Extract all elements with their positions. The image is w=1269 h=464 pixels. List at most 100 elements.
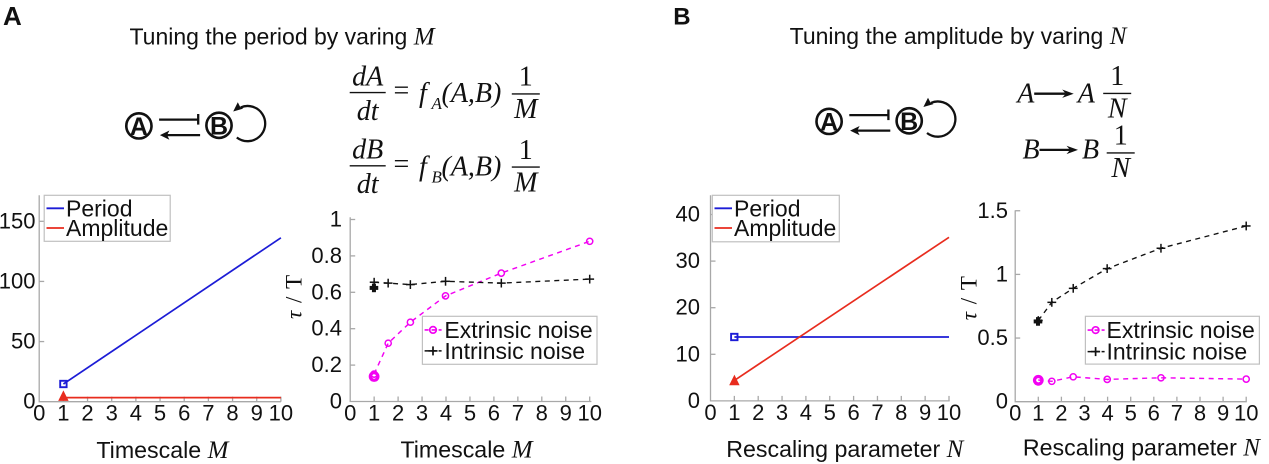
- svg-text:2: 2: [81, 401, 93, 426]
- svg-text:3: 3: [416, 401, 428, 426]
- svg-text:1: 1: [330, 207, 342, 232]
- svg-text:=: =: [394, 149, 410, 180]
- svg-text:1: 1: [368, 401, 380, 426]
- svg-text:9: 9: [919, 400, 931, 425]
- svg-text:dt: dt: [357, 169, 380, 200]
- svg-text:20: 20: [676, 295, 700, 320]
- svg-text:8: 8: [226, 401, 238, 426]
- svg-text:N: N: [1107, 94, 1128, 125]
- svg-text:40: 40: [676, 202, 700, 227]
- svg-text:1: 1: [519, 135, 533, 166]
- svg-text:Tuning the amplitude by varing: Tuning the amplitude by varing N: [790, 23, 1128, 50]
- svg-text:0: 0: [688, 388, 700, 413]
- svg-text:9: 9: [1217, 401, 1229, 426]
- svg-text:3: 3: [1078, 401, 1090, 426]
- svg-text:1: 1: [519, 62, 533, 93]
- svg-text:B: B: [673, 4, 690, 31]
- svg-text:100: 100: [0, 268, 36, 293]
- svg-text:0: 0: [330, 389, 342, 414]
- svg-text:50: 50: [11, 329, 35, 354]
- svg-text:0: 0: [996, 389, 1008, 414]
- svg-text:10: 10: [937, 400, 961, 425]
- svg-text:10: 10: [1234, 401, 1258, 426]
- svg-text:1: 1: [1110, 61, 1124, 92]
- svg-text:0.4: 0.4: [311, 316, 342, 341]
- svg-text:2: 2: [392, 401, 404, 426]
- svg-text:A: A: [431, 94, 443, 113]
- svg-text:f: f: [419, 151, 430, 182]
- svg-text:0: 0: [1009, 401, 1021, 426]
- svg-text:30: 30: [676, 248, 700, 273]
- svg-text:7: 7: [1171, 401, 1183, 426]
- svg-text:0.5: 0.5: [977, 325, 1008, 350]
- svg-text:0: 0: [23, 389, 35, 414]
- svg-text:7: 7: [202, 401, 214, 426]
- svg-text:(A,B): (A,B): [442, 151, 502, 182]
- svg-text:A: A: [820, 108, 838, 136]
- svg-text:0.2: 0.2: [311, 352, 342, 377]
- svg-text:A: A: [130, 113, 148, 141]
- svg-text:1: 1: [57, 401, 69, 426]
- svg-text:f: f: [419, 78, 430, 109]
- svg-text:8: 8: [536, 401, 548, 426]
- svg-text:N: N: [1110, 153, 1131, 184]
- svg-text:0: 0: [33, 401, 45, 426]
- svg-text:0.8: 0.8: [311, 243, 342, 268]
- svg-text:4: 4: [1101, 401, 1113, 426]
- svg-text:A: A: [3, 1, 22, 31]
- svg-text:Timescale M: Timescale M: [96, 437, 229, 464]
- svg-text:Extrinsic noise: Extrinsic noise: [444, 317, 592, 343]
- svg-text:10: 10: [577, 401, 601, 426]
- svg-text:6: 6: [847, 400, 859, 425]
- svg-text:3: 3: [776, 400, 788, 425]
- svg-text:10: 10: [269, 401, 293, 426]
- svg-text:5: 5: [824, 400, 836, 425]
- svg-text:0.6: 0.6: [311, 279, 342, 304]
- svg-text:150: 150: [0, 208, 36, 233]
- svg-text:0: 0: [704, 400, 716, 425]
- svg-text:7: 7: [871, 400, 883, 425]
- svg-text:B: B: [1082, 135, 1099, 166]
- svg-text:10: 10: [676, 341, 700, 366]
- svg-text:4: 4: [130, 401, 142, 426]
- svg-text:A: A: [1015, 78, 1035, 109]
- svg-text:B: B: [1023, 135, 1040, 166]
- svg-text:dA: dA: [352, 61, 384, 92]
- svg-text:M: M: [513, 94, 539, 125]
- svg-text:Timescale M: Timescale M: [400, 436, 533, 463]
- svg-text:6: 6: [488, 401, 500, 426]
- svg-text:Period: Period: [734, 195, 800, 221]
- svg-text:dB: dB: [352, 135, 383, 166]
- svg-text:7: 7: [512, 401, 524, 426]
- svg-text:Intrinsic noise: Intrinsic noise: [1107, 339, 1248, 365]
- svg-text:Rescaling parameter N: Rescaling parameter N: [726, 436, 964, 463]
- svg-text:=: =: [394, 76, 410, 107]
- svg-text:9: 9: [251, 401, 263, 426]
- svg-text:0: 0: [344, 401, 356, 426]
- svg-text:8: 8: [895, 400, 907, 425]
- svg-text:4: 4: [440, 401, 452, 426]
- svg-text:5: 5: [1125, 401, 1137, 426]
- svg-text:dt: dt: [357, 96, 380, 127]
- svg-text:4: 4: [800, 400, 812, 425]
- svg-text:Extrinsic noise: Extrinsic noise: [1107, 317, 1255, 343]
- svg-text:(A,B): (A,B): [442, 78, 502, 109]
- svg-text:9: 9: [560, 401, 572, 426]
- svg-text:5: 5: [154, 401, 166, 426]
- svg-text:1.5: 1.5: [977, 198, 1008, 223]
- svg-text:B: B: [210, 112, 228, 140]
- svg-text:B: B: [432, 167, 443, 186]
- svg-text:1: 1: [1032, 401, 1044, 426]
- svg-text:Intrinsic noise: Intrinsic noise: [444, 338, 585, 364]
- svg-text:3: 3: [106, 401, 118, 426]
- svg-text:Period: Period: [66, 195, 132, 221]
- svg-text:8: 8: [1194, 401, 1206, 426]
- svg-text:Amplitude: Amplitude: [734, 215, 836, 241]
- svg-text:Amplitude: Amplitude: [66, 215, 168, 241]
- svg-text:Tuning the period by varing M: Tuning the period by varing M: [129, 23, 435, 50]
- svg-text:5: 5: [464, 401, 476, 426]
- svg-text:A: A: [1076, 78, 1096, 109]
- svg-text:B: B: [900, 108, 918, 136]
- svg-text:1: 1: [996, 261, 1008, 286]
- svg-text:2: 2: [752, 400, 764, 425]
